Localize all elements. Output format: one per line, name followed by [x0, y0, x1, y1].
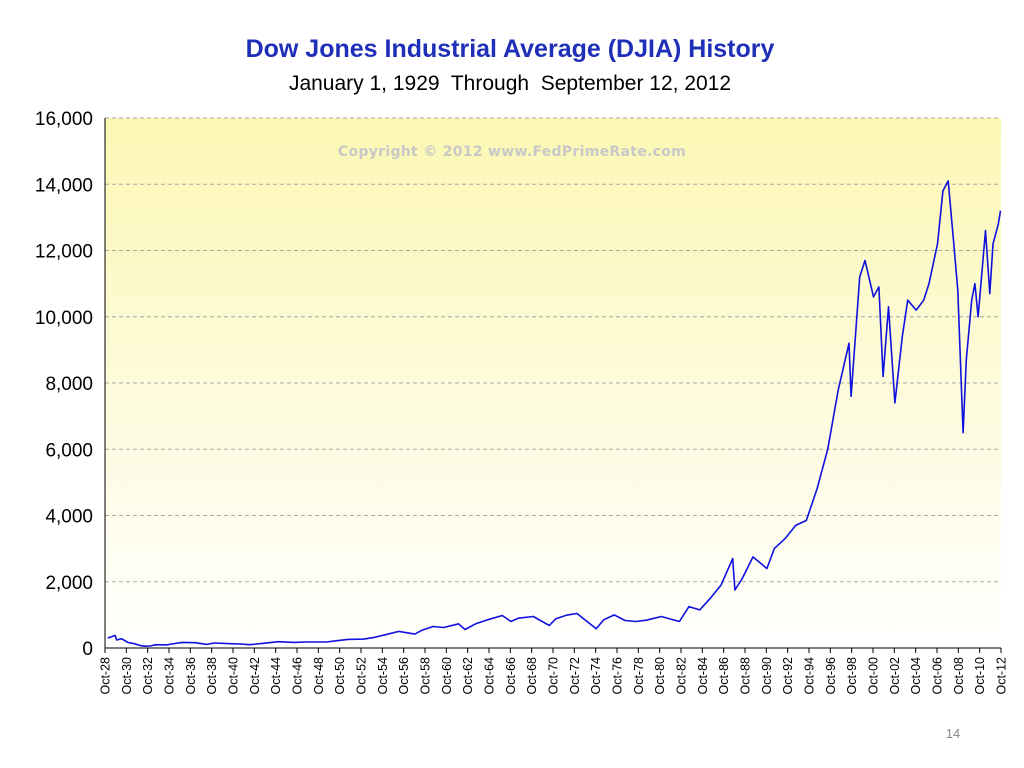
- x-tick-label: Oct-80: [653, 657, 667, 695]
- copyright-watermark: Copyright © 2012 www.FedPrimeRate.com: [338, 144, 686, 160]
- x-tick-label: Oct-58: [419, 657, 433, 695]
- x-tick-label: Oct-00: [867, 657, 881, 695]
- x-tick-label: Oct-64: [483, 657, 497, 695]
- x-tick-label: Oct-36: [184, 657, 198, 695]
- x-axis-tick-labels: Oct-28 Oct-30 Oct-32 Oct-34 Oct-36 Oct-38 Oct-…: [99, 648, 1009, 695]
- x-tick-label: Oct-28: [99, 657, 113, 695]
- x-tick-label: Oct-30: [120, 657, 134, 695]
- x-tick-label: Oct-06: [931, 657, 945, 695]
- y-tick-label: 16,000: [35, 109, 93, 130]
- x-tick-label: Oct-66: [504, 657, 518, 695]
- x-tick-label: Oct-60: [440, 657, 454, 695]
- x-tick-label: Oct-32: [141, 657, 155, 695]
- x-tick-label: Oct-92: [781, 657, 795, 695]
- x-tick-label: Oct-48: [312, 657, 326, 695]
- x-tick-label: Oct-62: [461, 657, 475, 695]
- y-tick-label: 14,000: [35, 175, 93, 196]
- x-tick-label: Oct-04: [909, 657, 923, 695]
- y-tick-label: 0: [82, 639, 93, 660]
- x-tick-label: Oct-10: [973, 657, 987, 695]
- x-tick-label: Oct-38: [205, 657, 219, 695]
- djia-series-line: [107, 180, 1002, 647]
- x-tick-label: Oct-54: [376, 657, 390, 695]
- y-axis-tick-labels: 0 2,000 4,000 6,000 8,000 10,000 12,000 14,000 1…: [35, 109, 93, 660]
- x-tick-label: Oct-46: [291, 657, 305, 695]
- y-tick-label: 12,000: [35, 242, 93, 263]
- x-tick-label: Oct-74: [589, 657, 603, 695]
- x-tick-label: Oct-90: [760, 657, 774, 695]
- x-tick-label: Oct-40: [227, 657, 241, 695]
- y-tick-label: 6,000: [45, 440, 93, 461]
- x-tick-label: Oct-78: [632, 657, 646, 695]
- x-tick-label: Oct-76: [611, 657, 625, 695]
- x-tick-label: Oct-82: [675, 657, 689, 695]
- gridlines: [105, 117, 1001, 583]
- x-tick-label: Oct-02: [888, 657, 902, 695]
- x-tick-label: Oct-84: [696, 657, 710, 695]
- y-tick-label: 8,000: [45, 374, 93, 395]
- y-tick-label: 10,000: [35, 308, 93, 329]
- x-tick-label: Oct-44: [269, 657, 283, 695]
- x-tick-label: Oct-96: [824, 657, 838, 695]
- x-tick-label: Oct-72: [568, 657, 582, 695]
- x-tick-label: Oct-12: [995, 657, 1009, 695]
- x-tick-label: Oct-98: [845, 657, 859, 695]
- chart-title: Dow Jones Industrial Average (DJIA) Hist…: [246, 35, 775, 63]
- y-tick-label: 4,000: [45, 507, 93, 528]
- chart-subtitle: January 1, 1929 Through September 12, 20…: [289, 72, 731, 95]
- x-tick-label: Oct-86: [717, 657, 731, 695]
- x-tick-label: Oct-42: [248, 657, 262, 695]
- x-tick-label: Oct-08: [952, 657, 966, 695]
- y-tick-label: 2,000: [45, 573, 93, 594]
- x-tick-label: Oct-34: [163, 657, 177, 695]
- page-number: 14: [946, 726, 960, 741]
- x-tick-label: Oct-94: [803, 657, 817, 695]
- x-tick-label: Oct-68: [525, 657, 539, 695]
- x-tick-label: Oct-52: [355, 657, 369, 695]
- x-tick-label: Oct-70: [547, 657, 561, 695]
- x-tick-label: Oct-88: [739, 657, 753, 695]
- x-tick-label: Oct-50: [333, 657, 347, 695]
- x-tick-label: Oct-56: [397, 657, 411, 695]
